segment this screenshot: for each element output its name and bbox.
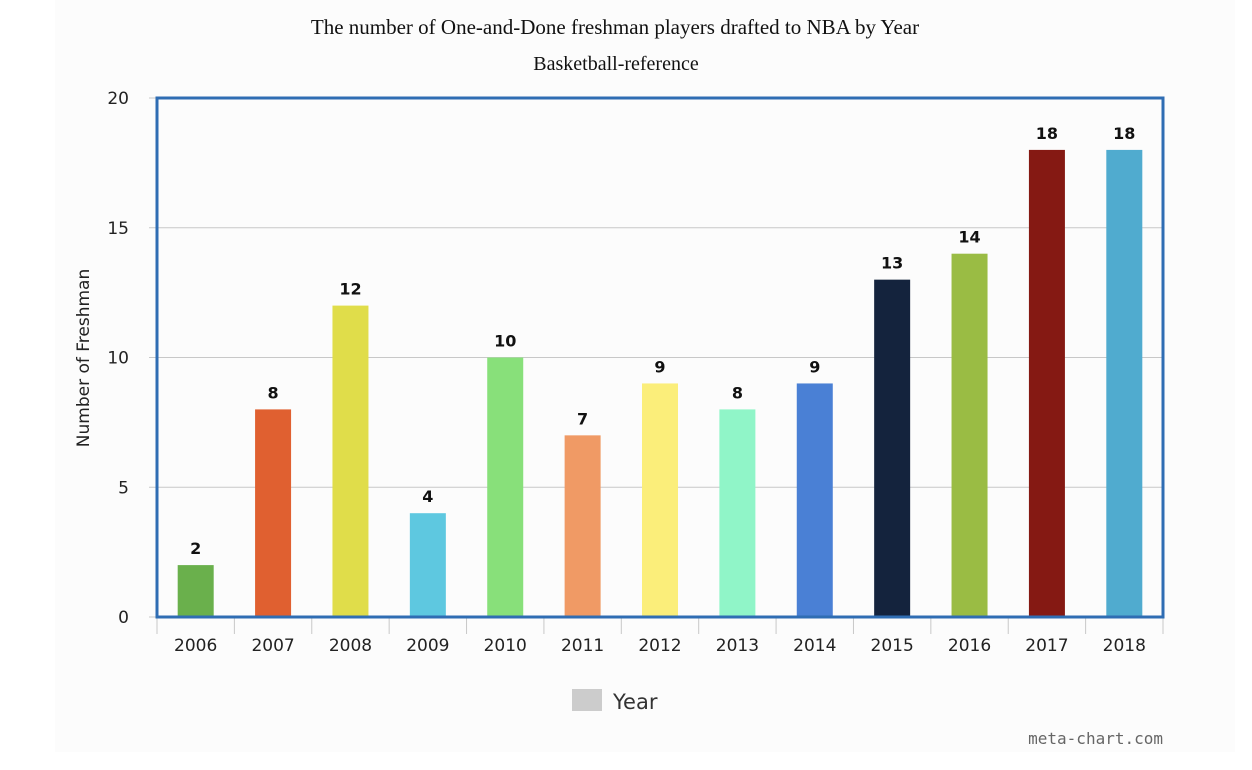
data-label: 13: [881, 254, 903, 273]
legend-label[interactable]: Year: [612, 690, 658, 714]
data-label: 9: [654, 357, 665, 376]
x-tick-label: 2006: [174, 636, 217, 656]
data-label: 8: [732, 383, 743, 402]
data-label: 2: [190, 539, 201, 558]
data-label: 18: [1113, 124, 1135, 143]
bar[interactable]: [951, 253, 988, 617]
bar[interactable]: [409, 513, 446, 617]
x-tick-label: 2017: [1025, 636, 1068, 656]
y-axis-ticks: 0 5 10 15 20: [107, 89, 157, 628]
x-tick-label: 2009: [406, 636, 449, 656]
bar[interactable]: [1028, 149, 1065, 617]
y-axis-label: Number of Freshman: [74, 269, 94, 447]
y-tick-label: 15: [107, 219, 129, 239]
plot-border: [155, 96, 1165, 619]
legend-swatch[interactable]: [572, 689, 602, 711]
data-label: 7: [577, 409, 588, 428]
x-tick-label: 2013: [716, 636, 759, 656]
data-label: 14: [958, 228, 980, 247]
data-label: 12: [339, 280, 361, 299]
chart-subtitle: Basketball-reference: [533, 53, 699, 75]
y-tick-label: 0: [118, 608, 129, 628]
data-label: 18: [1036, 124, 1058, 143]
x-tick-label: 2011: [561, 636, 604, 656]
bar[interactable]: [564, 435, 601, 617]
data-label: 10: [494, 332, 516, 351]
x-tick-label: 2012: [638, 636, 681, 656]
x-tick-label: 2018: [1103, 636, 1146, 656]
data-label: 9: [809, 357, 820, 376]
x-tick-label: 2010: [484, 636, 527, 656]
bar[interactable]: [719, 409, 756, 617]
x-tick-label: 2016: [948, 636, 991, 656]
data-label: 4: [422, 487, 433, 506]
bars: [177, 149, 1143, 618]
x-tick-label: 2008: [329, 636, 372, 656]
x-tick-label: 2014: [793, 636, 836, 656]
x-axis-ticks: 2006 2007 2008 2009 2010 2011 2012 2013 2014 2015…: [156, 617, 1164, 656]
y-tick-label: 10: [107, 349, 129, 369]
credit-text: meta-chart.com: [1028, 729, 1163, 748]
bar[interactable]: [1106, 149, 1143, 617]
x-tick-label: 2015: [871, 636, 914, 656]
x-tick-label: 2007: [251, 636, 294, 656]
bar[interactable]: [487, 357, 524, 618]
y-tick-label: 20: [107, 89, 129, 109]
bar[interactable]: [255, 409, 292, 617]
data-labels: 2 8 12 4 10 7 9 8 9 13 14 18 18: [190, 124, 1135, 558]
data-label: 8: [268, 383, 279, 402]
chart-title: The number of One-and-Done freshman play…: [311, 15, 919, 39]
bar[interactable]: [874, 279, 911, 617]
y-tick-label: 5: [118, 478, 129, 498]
bar[interactable]: [642, 383, 678, 617]
legend[interactable]: Year: [572, 689, 658, 714]
bar[interactable]: [177, 565, 214, 617]
bar[interactable]: [332, 305, 369, 617]
bar[interactable]: [796, 383, 833, 617]
